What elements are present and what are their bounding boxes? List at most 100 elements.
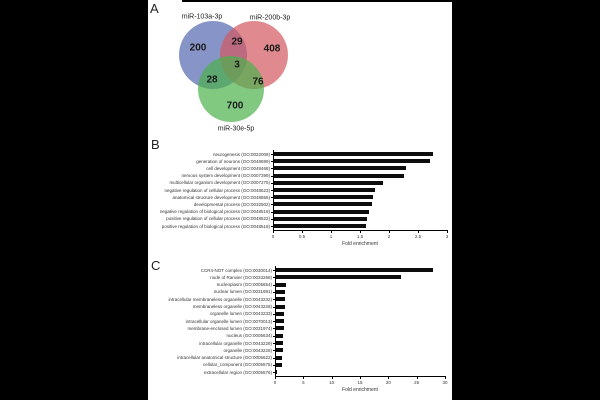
x-axis-tick	[360, 231, 361, 233]
bar	[275, 348, 283, 353]
venn-count-ab: 29	[231, 36, 243, 48]
bar	[275, 333, 284, 338]
figure-canvas: A B C miR-103a-3p miR-200b-3p miR-30e-5p…	[148, 0, 452, 400]
y-axis-tick	[273, 321, 275, 323]
bar-label: developmental process (GO:0032502)	[193, 201, 270, 207]
bar	[273, 173, 404, 178]
bar	[273, 166, 407, 171]
y-axis-tick	[271, 226, 273, 227]
y-axis-tick	[273, 277, 275, 279]
bar	[273, 209, 369, 214]
x-axis-tick-label: 0.5	[298, 234, 306, 239]
x-axis-tick	[275, 377, 276, 380]
x-axis-tick	[388, 377, 390, 380]
venn-diagram-svg	[179, 21, 288, 122]
bar-label: multicellular organism development (GO:0…	[169, 180, 270, 186]
y-axis-tick	[273, 357, 275, 359]
x-axis-tick-label: 1.5	[356, 234, 364, 239]
figure-top-border	[182, 0, 452, 2]
bar-label: negative regulation of biological proces…	[159, 209, 270, 215]
y-axis-tick	[273, 299, 275, 301]
bar-label: nucleoplasm (GO:0005654)	[216, 282, 272, 288]
x-axis-tick-label: 25	[414, 380, 420, 386]
x-axis-tick-label: 30	[442, 380, 448, 386]
bar	[275, 289, 286, 294]
bar	[275, 319, 285, 324]
y-axis-tick	[271, 197, 273, 199]
panel-a-letter: A	[150, 1, 159, 16]
y-axis-tick	[271, 211, 273, 213]
bar-label: membraneless organelle (GO:0043228)	[192, 304, 272, 309]
y-axis-tick	[273, 284, 275, 286]
x-axis-tick-label: 5	[302, 380, 305, 386]
x-axis-tick	[418, 231, 419, 233]
bar	[273, 180, 384, 185]
bar-label: positive regulation of biological proces…	[161, 223, 270, 229]
venn-count-c-only: 700	[226, 100, 244, 112]
y-axis-tick	[271, 182, 273, 184]
x-axis-tick	[302, 231, 303, 233]
y-axis-tick	[273, 364, 275, 366]
y-axis-line	[275, 266, 276, 378]
bar	[273, 195, 373, 200]
x-axis-tick	[331, 231, 332, 233]
y-axis-tick	[273, 270, 275, 271]
bar-label: cell development (GO:0048468)	[206, 165, 270, 171]
bar-label: nucleus (GO:0005634)	[226, 333, 272, 339]
y-axis-tick	[271, 168, 273, 170]
x-axis-tick	[445, 377, 446, 380]
x-axis-tick-label: 3	[445, 234, 449, 239]
venn-set-label-b: miR-200b-3p	[249, 14, 291, 22]
y-axis-tick	[271, 218, 273, 220]
bar-label: cellular_component (GO:0005575)	[202, 362, 272, 368]
panel-c-letter: C	[151, 258, 161, 273]
bar-label: neurogenesis (GO:0022008)	[212, 151, 270, 157]
venn-set-label-c: miR-30e-5p	[217, 125, 255, 133]
x-axis-tick	[273, 231, 274, 233]
panel-c-go-cc-chart: CCR4-NOT complex (GO:0030014) node of Ran…	[148, 266, 452, 398]
bar-label: organelle (GO:0043226)	[223, 347, 272, 353]
bar-label: membrane-enclosed lumen (GO:0031974)	[187, 325, 272, 331]
bar	[275, 268, 433, 272]
x-axis-tick-label: 20	[385, 380, 391, 386]
x-axis-tick	[416, 377, 418, 380]
bar	[273, 216, 367, 221]
x-axis-tick-label: 0	[273, 380, 277, 386]
bar	[275, 326, 284, 331]
panel-b-letter: B	[151, 137, 160, 152]
venn-count-a-only: 200	[189, 42, 207, 54]
x-axis-tick-label: 1	[329, 234, 333, 239]
x-axis-tick-label: 15	[357, 380, 363, 386]
x-axis-tick-label: 2	[387, 234, 391, 239]
venn-count-abc: 3	[234, 59, 240, 71]
y-axis-tick	[271, 204, 273, 206]
bar-label: positive regulation of cellular process …	[166, 216, 270, 222]
bar	[275, 311, 285, 316]
bar	[275, 362, 283, 367]
panel-a-venn: miR-103a-3p miR-200b-3p miR-30e-5p 200 2…	[148, 0, 323, 145]
y-axis-tick	[273, 291, 275, 293]
bar	[273, 152, 433, 156]
bar	[275, 355, 283, 360]
bar	[273, 188, 375, 192]
x-axis-tick	[303, 377, 305, 380]
venn-circle-mir-30e-5p	[198, 56, 264, 122]
bar-label: nervous system development (GO:0007399)	[181, 173, 270, 179]
bar	[273, 159, 430, 164]
y-axis-tick	[273, 306, 275, 308]
bar-label: intracellular organelle (GO:0043229)	[199, 340, 272, 346]
y-axis-tick	[271, 154, 273, 155]
y-axis-tick	[273, 313, 275, 315]
bar	[275, 341, 283, 345]
y-axis-line	[273, 150, 274, 231]
bar	[275, 275, 402, 280]
bar	[275, 282, 286, 287]
y-axis-tick	[273, 343, 275, 344]
x-axis-line	[275, 376, 446, 378]
x-axis-tick-label: 0	[271, 234, 275, 239]
bar	[273, 224, 366, 228]
bar-label: intracellular organelle lumen (GO:007001…	[185, 318, 272, 324]
x-axis-tick	[389, 231, 390, 233]
bar-label: CCR4-NOT complex (GO:0030014)	[200, 267, 272, 273]
venn-count-bc: 76	[252, 76, 264, 88]
